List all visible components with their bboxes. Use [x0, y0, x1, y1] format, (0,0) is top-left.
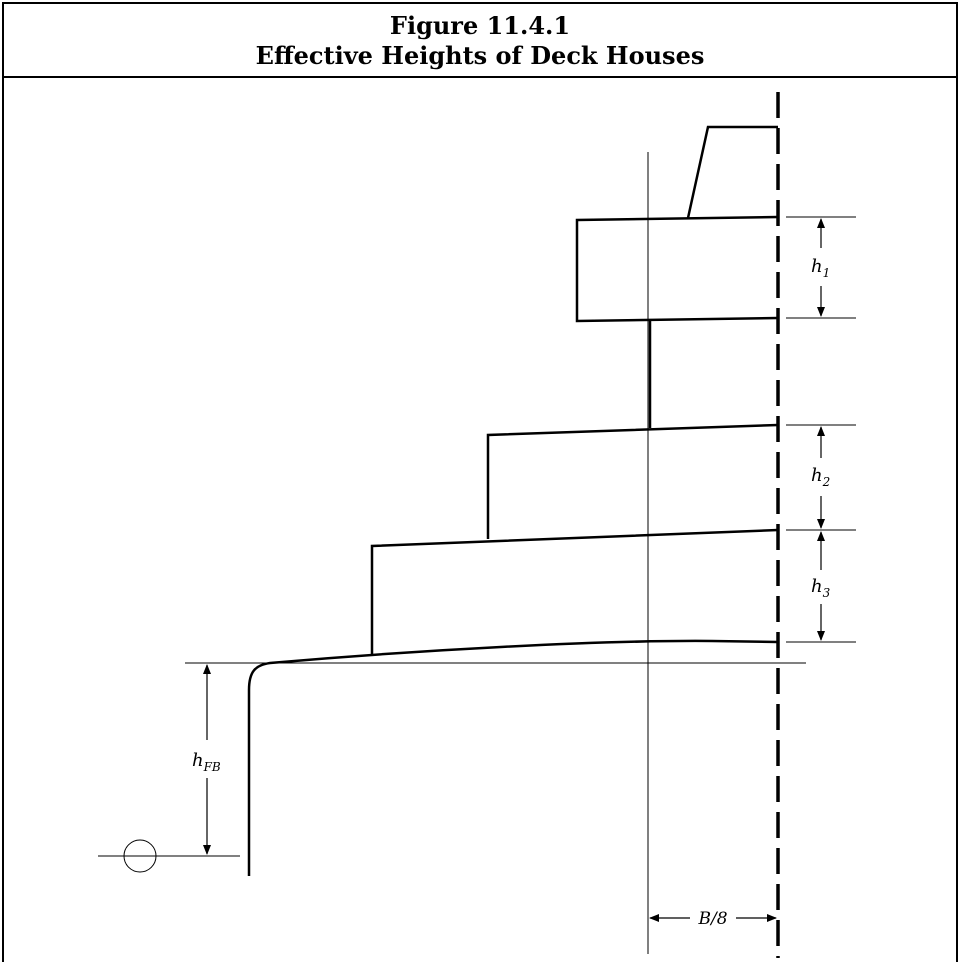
b8-label: B/8 [697, 909, 727, 929]
h3-label: h3 [811, 576, 831, 600]
hfb-label: hFB [192, 750, 221, 774]
figure-title: Effective Heights of Deck Houses [255, 41, 705, 70]
deck-house-tier-2 [486, 423, 779, 539]
figure-header: Figure 11.4.1 Effective Heights of Deck … [4, 4, 956, 78]
main-deck-and-hull-side [247, 639, 779, 876]
h1-label: h1 [811, 256, 830, 280]
figure-number: Figure 11.4.1 [389, 11, 571, 40]
deck-house-tier-3 [370, 528, 779, 655]
waterline-symbol-icon [98, 839, 182, 873]
extension-lines [786, 216, 856, 643]
deck-house-tier-1 [575, 215, 779, 323]
h2-label: h2 [811, 465, 830, 489]
wheelhouse-outline [686, 125, 778, 219]
